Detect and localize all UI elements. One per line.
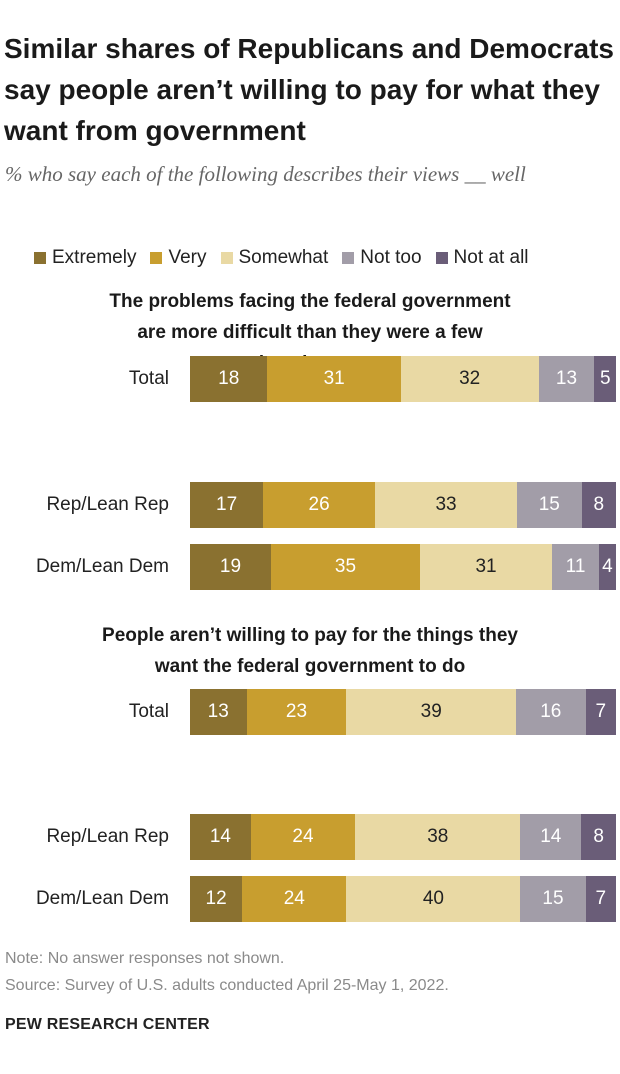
bar-value-extremely-dem-lean-dem-panel-1: 19	[219, 556, 242, 577]
bar-segment-not-too-rep-lean-rep-panel-1: 15	[517, 482, 582, 528]
bar-segment-extremely-total-panel-1: 18	[190, 356, 268, 402]
bar-value-not-at-all-rep-lean-rep-panel-2: 8	[593, 826, 604, 847]
bar-value-extremely-rep-lean-rep-panel-2: 14	[209, 826, 231, 847]
panel-title-2: People aren’t willing to pay for the thi…	[102, 625, 518, 677]
bar-value-not-at-all-total-panel-2: 7	[595, 701, 607, 722]
bar-segment-somewhat-dem-lean-dem-panel-1: 31	[420, 544, 553, 590]
legend-swatch-not-too	[342, 252, 355, 264]
bar-segment-not-at-all-total-panel-2: 7	[585, 689, 616, 735]
bar-value-somewhat-rep-lean-rep-panel-1: 33	[435, 494, 457, 515]
bar-segment-somewhat-dem-lean-dem-panel-2: 40	[346, 876, 521, 922]
bar-value-extremely-dem-lean-dem-panel-2: 12	[205, 888, 227, 909]
bar-segment-somewhat-rep-lean-rep-panel-2: 38	[355, 814, 521, 860]
chart-title: Similar shares of Republicans and Democr…	[4, 33, 614, 146]
legend-item-extremely: Extremely	[34, 247, 136, 269]
bar-value-not-at-all-dem-lean-dem-panel-2: 7	[595, 888, 607, 909]
bar-segment-not-too-rep-lean-rep-panel-2: 14	[520, 814, 582, 860]
legend-label-not-at-all: Not at all	[453, 247, 529, 268]
bar-value-very-rep-lean-rep-panel-1: 26	[308, 494, 330, 515]
note: Note: No answer responses not shown.	[5, 950, 285, 967]
bar-segment-not-too-dem-lean-dem-panel-2: 15	[520, 876, 586, 922]
row-label-dem-lean-dem-panel-2: Dem/Lean Dem	[35, 888, 169, 909]
bar-value-not-at-all-dem-lean-dem-panel-1: 4	[602, 556, 613, 577]
bar-segment-very-dem-lean-dem-panel-1: 35	[270, 544, 421, 590]
legend-swatch-somewhat	[220, 252, 233, 264]
bar-segment-not-at-all-dem-lean-dem-panel-2: 7	[585, 876, 616, 922]
row-label-total-panel-2: Total	[128, 701, 169, 722]
bar-value-somewhat-rep-lean-rep-panel-2: 38	[427, 826, 449, 847]
row-label-rep-lean-rep-panel-1: Rep/Lean Rep	[46, 494, 169, 515]
bar-value-somewhat-dem-lean-dem-panel-1: 31	[475, 556, 497, 577]
bar-segment-not-at-all-total-panel-1: 5	[594, 356, 616, 402]
legend-swatch-not-at-all	[435, 252, 448, 264]
bar-segment-extremely-dem-lean-dem-panel-2: 12	[190, 876, 243, 922]
bar-value-extremely-total-panel-2: 13	[207, 701, 229, 722]
bar-segment-not-too-total-panel-2: 16	[516, 689, 586, 735]
bar-value-somewhat-total-panel-2: 39	[420, 701, 442, 722]
bar-segment-not-at-all-rep-lean-rep-panel-2: 8	[581, 814, 616, 860]
bar-value-not-too-rep-lean-rep-panel-1: 15	[538, 494, 560, 515]
source: Source: Survey of U.S. adults conducted …	[5, 977, 449, 994]
legend-label-extremely: Extremely	[52, 247, 137, 268]
row-label-total-panel-1: Total	[128, 368, 169, 389]
bar-segment-not-too-total-panel-1: 13	[538, 356, 595, 402]
bar-value-very-rep-lean-rep-panel-2: 24	[292, 826, 314, 847]
bar-value-very-total-panel-2: 23	[285, 701, 308, 722]
bar-value-not-too-dem-lean-dem-panel-2: 15	[542, 888, 564, 909]
bar-value-somewhat-dem-lean-dem-panel-2: 40	[422, 888, 444, 909]
bar-value-extremely-rep-lean-rep-panel-1: 17	[216, 494, 238, 515]
bar-segment-extremely-total-panel-2: 13	[190, 689, 247, 735]
row-label-rep-lean-rep-panel-2: Rep/Lean Rep	[46, 826, 169, 847]
bar-segment-very-rep-lean-rep-panel-2: 24	[250, 814, 356, 860]
bar-segment-not-at-all-rep-lean-rep-panel-1: 8	[581, 482, 616, 528]
legend-item-very: Very	[150, 247, 207, 269]
bar-value-not-too-dem-lean-dem-panel-1: 11	[565, 556, 586, 577]
bar-segment-extremely-dem-lean-dem-panel-1: 19	[190, 544, 271, 590]
bar-segment-extremely-rep-lean-rep-panel-2: 14	[190, 814, 251, 860]
bar-segment-somewhat-total-panel-2: 39	[346, 689, 516, 735]
bar-value-not-at-all-rep-lean-rep-panel-1: 8	[593, 494, 605, 515]
legend-item-somewhat: Somewhat	[220, 247, 329, 269]
bar-value-not-at-all-total-panel-1: 5	[599, 368, 611, 389]
bar-value-very-dem-lean-dem-panel-1: 35	[334, 556, 357, 577]
bar-segment-not-at-all-dem-lean-dem-panel-1: 4	[598, 544, 616, 590]
bar-segment-somewhat-total-panel-1: 32	[400, 356, 539, 402]
legend: Extremely Very Somewhat Not too Not at a…	[34, 245, 543, 271]
bar-segment-extremely-rep-lean-rep-panel-1: 17	[190, 482, 264, 528]
legend-label-very: Very	[168, 247, 207, 268]
bar-segment-not-too-dem-lean-dem-panel-1: 11	[552, 544, 599, 590]
bar-segment-very-rep-lean-rep-panel-1: 26	[263, 482, 376, 528]
chart-subtitle: % who say each of the following describe…	[5, 162, 526, 186]
bar-value-extremely-total-panel-1: 18	[218, 368, 240, 389]
row-label-dem-lean-dem-panel-1: Dem/Lean Dem	[35, 556, 169, 577]
bar-value-not-too-total-panel-2: 16	[540, 701, 562, 722]
legend-swatch-very	[150, 252, 163, 264]
bar-value-somewhat-total-panel-1: 32	[459, 368, 481, 389]
legend-label-not-too: Not too	[360, 247, 422, 268]
brand-label: PEW RESEARCH CENTER	[5, 1016, 210, 1033]
legend-label-somewhat: Somewhat	[238, 247, 329, 268]
bar-value-very-total-panel-1: 31	[323, 368, 345, 389]
bar-value-very-dem-lean-dem-panel-2: 24	[283, 888, 305, 909]
legend-item-not-too: Not too	[342, 247, 422, 269]
bar-segment-very-total-panel-1: 31	[267, 356, 401, 402]
bar-segment-somewhat-rep-lean-rep-panel-1: 33	[375, 482, 518, 528]
legend-swatch-extremely	[34, 252, 46, 264]
bar-value-not-too-rep-lean-rep-panel-2: 14	[540, 826, 562, 847]
legend-item-not-at-all: Not at all	[435, 247, 529, 269]
bar-segment-very-total-panel-2: 23	[246, 689, 347, 735]
bar-segment-very-dem-lean-dem-panel-2: 24	[242, 876, 347, 922]
bar-value-not-too-total-panel-1: 13	[555, 368, 578, 389]
